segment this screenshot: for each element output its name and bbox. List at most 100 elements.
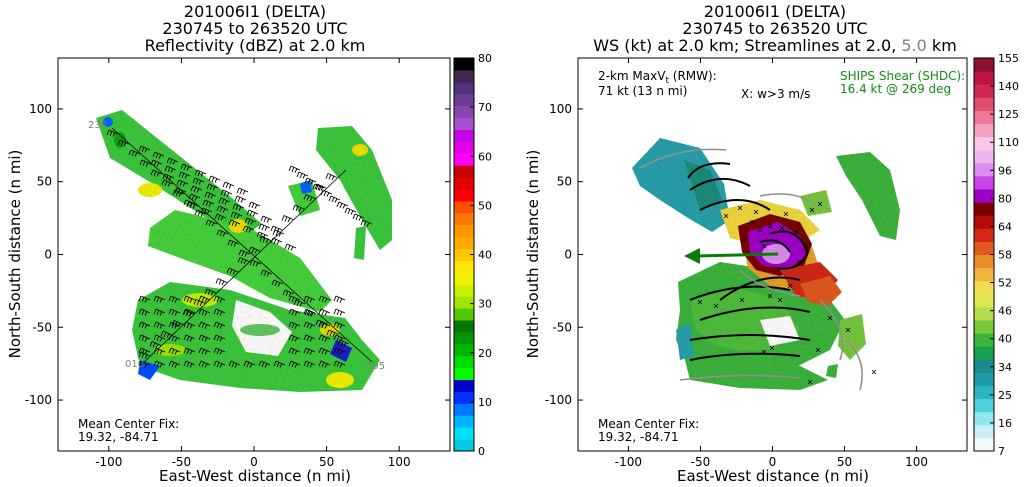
center-fix-value: 19.32, -84.71 — [598, 430, 679, 444]
wind-barb — [138, 321, 151, 329]
reflectivity-panel: 201006I1 (DELTA) 230745 to 263520 UTC Re… — [6, 2, 492, 485]
updraft-marker — [793, 229, 799, 235]
wind-barb — [222, 181, 235, 189]
wind-barb — [238, 249, 251, 257]
wind-barb — [150, 169, 163, 177]
colorbar-tick-label: 60 — [478, 150, 492, 163]
wind-barb — [153, 295, 166, 303]
wind-barb — [149, 341, 162, 349]
wind-barb — [325, 173, 338, 181]
updraft-markers — [697, 201, 877, 385]
colorbar-swatch — [974, 189, 994, 203]
x-axis-label: East-West distance (n mi) — [159, 467, 351, 485]
colorbar-swatch — [454, 224, 474, 238]
colorbar-swatch — [974, 385, 994, 400]
panel-title-line3: WS (kt) at 2.0 km; Streamlines at 2.0, 5… — [593, 36, 957, 55]
y-tick-label: -100 — [545, 393, 572, 407]
ships-shear-label: SHIPS Shear (SHDC): — [840, 69, 965, 83]
updraft-marker — [777, 297, 783, 303]
colorbar-tick-label: 40 — [478, 249, 492, 262]
updraft-marker — [809, 207, 815, 213]
wind-barb — [303, 308, 316, 316]
y-tick-label: -50 — [32, 320, 52, 334]
colorbar-swatch — [974, 398, 994, 413]
updraft-legend: X: w>3 m/s — [741, 87, 810, 101]
wind-barb — [320, 189, 333, 197]
colorbar-tick-label: 70 — [478, 101, 492, 114]
y-axis-ticks: 100 50 0 -50 -100 — [545, 102, 967, 407]
wind-barb — [150, 159, 163, 167]
x-tick-label: 50 — [319, 455, 334, 469]
wind-barb — [243, 360, 256, 368]
wind-barb — [198, 321, 211, 329]
wind-barb — [168, 360, 181, 368]
colorbar-swatch — [974, 110, 994, 124]
wind-barb — [183, 347, 196, 355]
wind-barb — [202, 199, 215, 207]
wind-barb — [303, 347, 316, 355]
wind-barb — [318, 347, 331, 355]
y-tick-label: -50 — [552, 320, 572, 334]
y-axis-label: North-South distance (n mi) — [6, 150, 24, 359]
y-axis-label: North-South distance (n mi) — [524, 150, 542, 359]
wind-barb — [152, 151, 165, 159]
wind-barb — [248, 246, 261, 254]
wind-barb — [304, 177, 317, 185]
colorbar-swatch — [974, 97, 994, 111]
colorbar-swatch — [454, 355, 474, 369]
wind-speed-colorbar: 155 140 125 110 96 80 64 58 52 46 40 34 25 16 7 — [973, 52, 1019, 458]
x-tick-label: 0 — [769, 455, 777, 469]
colorbar-swatch — [974, 293, 994, 308]
wind-barb — [218, 197, 231, 205]
streamlines-2km — [687, 162, 811, 361]
wind-barb — [213, 308, 226, 316]
wind-barb — [198, 347, 211, 355]
wind-barb — [288, 347, 301, 355]
x-tick-label: -100 — [615, 455, 642, 469]
colorbar-tick-label: 58 — [998, 249, 1012, 262]
wind-barb — [303, 334, 316, 342]
wind-barb — [183, 334, 196, 342]
x-axis-ticks: -100 -50 0 50 100 — [615, 58, 928, 469]
colorbar-swatch — [454, 177, 474, 190]
y-tick-label: 50 — [37, 175, 52, 189]
wind-barb — [244, 217, 257, 225]
updraft-marker — [757, 227, 763, 233]
wind-barb — [228, 219, 241, 227]
x-tick-label: 100 — [388, 455, 411, 469]
colorbar-tick-label: 30 — [478, 298, 492, 311]
colorbar-swatch — [974, 228, 994, 242]
wind-barb — [303, 360, 316, 368]
wind-barb — [260, 269, 273, 277]
wind-barb — [213, 347, 226, 355]
updraft-marker — [767, 223, 773, 229]
panel-title-line1: 201006I1 (DELTA) — [704, 2, 846, 21]
colorbar-swatch — [454, 343, 474, 357]
leg-start-label: 230 — [88, 120, 107, 131]
wind-barb — [198, 308, 211, 316]
updraft-marker — [871, 369, 877, 375]
colorbar-swatch — [454, 141, 474, 154]
wind-barb — [270, 237, 283, 245]
colorbar-swatch — [974, 267, 994, 282]
colorbar-swatch — [454, 260, 474, 273]
wind-barb — [333, 360, 346, 368]
colorbar-swatch — [454, 367, 474, 381]
x-axis-ticks: -100 -50 0 50 100 — [95, 58, 411, 469]
wind-barb — [153, 347, 166, 355]
wind-barb — [303, 295, 316, 303]
reflectivity-field: 230 010 195 Mean Center Fix: 19.32, -84.… — [78, 110, 392, 444]
wind-barb — [213, 321, 226, 329]
center-fix-label: Mean Center Fix: — [78, 417, 179, 431]
updraft-marker — [797, 259, 803, 265]
wind-barb — [326, 329, 339, 337]
updraft-marker — [761, 243, 767, 249]
wind-barb — [153, 308, 166, 316]
colorbar-swatch — [974, 346, 994, 360]
wind-barb — [281, 215, 294, 223]
wind-barb — [318, 321, 331, 329]
updraft-marker — [769, 345, 775, 351]
wind-barb — [344, 207, 357, 215]
wind-barb — [288, 165, 301, 173]
